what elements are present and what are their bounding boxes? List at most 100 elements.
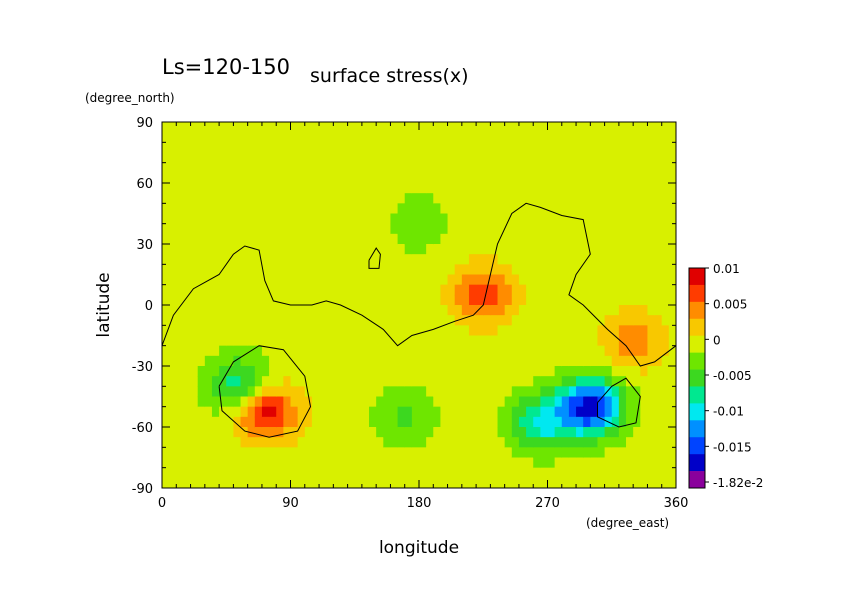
field-cell xyxy=(511,305,520,316)
field-cell xyxy=(197,345,206,357)
field-cell xyxy=(397,233,406,245)
field-cell xyxy=(283,213,292,225)
field-cell xyxy=(326,142,334,154)
field-cell xyxy=(483,142,491,154)
field-cell xyxy=(518,386,527,398)
field-cell xyxy=(290,274,299,286)
field-cell xyxy=(483,325,491,337)
field-cell xyxy=(654,203,663,215)
field-cell xyxy=(176,355,185,367)
field-cell xyxy=(361,467,370,479)
field-cell xyxy=(476,264,484,276)
field-cell xyxy=(261,193,270,204)
field-cell xyxy=(340,233,349,245)
field-cell xyxy=(604,233,613,245)
field-cell xyxy=(347,315,356,326)
field-cell xyxy=(169,142,177,154)
field-cell xyxy=(254,254,263,265)
field-cell xyxy=(433,447,442,459)
field-cell xyxy=(254,477,263,488)
field-cell xyxy=(247,284,256,296)
field-cell xyxy=(611,386,620,398)
field-cell xyxy=(290,233,299,245)
field-cell xyxy=(304,172,313,184)
field-cell xyxy=(604,223,613,235)
field-cell xyxy=(461,254,470,265)
field-cell xyxy=(283,447,292,459)
field-cell xyxy=(454,376,463,387)
field-cell xyxy=(404,477,413,488)
field-cell xyxy=(176,457,185,469)
field-cell xyxy=(283,294,292,306)
field-cell xyxy=(247,274,256,286)
field-cell xyxy=(376,274,384,286)
field-cell xyxy=(483,213,491,225)
field-cell xyxy=(261,244,270,255)
field-cell xyxy=(333,213,342,225)
field-cell xyxy=(204,477,213,488)
field-cell xyxy=(190,162,199,174)
field-cell xyxy=(461,284,470,296)
field-cell xyxy=(283,457,292,469)
field-cell xyxy=(554,457,563,469)
field-cell xyxy=(661,386,670,398)
field-cell xyxy=(447,213,456,225)
field-cell xyxy=(204,213,213,225)
field-cell xyxy=(447,416,456,428)
field-cell xyxy=(447,122,456,133)
field-cell xyxy=(311,366,320,377)
field-cell xyxy=(647,132,656,143)
field-cell xyxy=(426,477,434,488)
field-cell xyxy=(668,213,676,225)
field-cell xyxy=(518,355,527,367)
field-cell xyxy=(269,416,277,428)
field-cell xyxy=(647,315,656,326)
field-cell xyxy=(269,457,277,469)
field-cell xyxy=(497,467,506,479)
field-cell xyxy=(526,335,534,347)
field-cell xyxy=(283,142,292,154)
field-cell xyxy=(190,274,199,286)
field-cell xyxy=(319,213,327,225)
field-cell xyxy=(254,366,263,377)
field-cell xyxy=(568,203,577,215)
field-cell xyxy=(219,183,227,194)
field-cell xyxy=(340,223,349,235)
field-cell xyxy=(604,315,613,326)
field-cell xyxy=(640,437,649,448)
field-cell xyxy=(226,223,234,235)
field-cell xyxy=(319,162,327,174)
field-cell xyxy=(440,457,449,469)
field-cell xyxy=(376,203,384,215)
field-cell xyxy=(618,244,627,255)
field-cell xyxy=(568,274,577,286)
field-cell xyxy=(447,396,456,408)
field-cell xyxy=(583,396,591,408)
field-cell xyxy=(490,193,499,204)
field-cell xyxy=(661,406,670,418)
field-cell xyxy=(233,416,242,428)
field-cell xyxy=(540,284,549,296)
field-cell xyxy=(254,132,263,143)
field-cell xyxy=(390,345,399,357)
field-cell xyxy=(540,233,549,245)
field-cell xyxy=(411,386,420,398)
field-cell xyxy=(347,213,356,225)
field-cell xyxy=(361,264,370,276)
field-cell xyxy=(226,437,234,448)
field-cell xyxy=(340,294,349,306)
field-cell xyxy=(511,315,520,326)
field-cell xyxy=(361,274,370,286)
field-cell xyxy=(583,305,591,316)
field-cell xyxy=(219,477,227,488)
field-cell xyxy=(547,376,556,387)
field-cell xyxy=(233,183,242,194)
field-cell xyxy=(468,254,477,265)
field-cell xyxy=(583,244,591,255)
field-cell xyxy=(204,305,213,316)
field-cell xyxy=(254,396,263,408)
field-cell xyxy=(561,233,570,245)
field-cell xyxy=(583,142,591,154)
field-cell xyxy=(226,152,234,164)
field-cell xyxy=(297,427,306,438)
